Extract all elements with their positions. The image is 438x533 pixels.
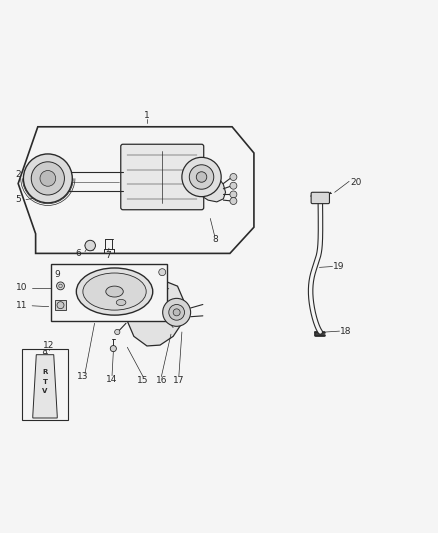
Text: 15: 15: [137, 376, 148, 384]
Circle shape: [230, 182, 237, 189]
Circle shape: [173, 309, 180, 316]
Text: 7: 7: [105, 251, 110, 260]
Circle shape: [196, 172, 207, 182]
Circle shape: [189, 165, 214, 189]
Text: 1: 1: [144, 111, 150, 120]
Circle shape: [85, 240, 95, 251]
Text: 12: 12: [43, 342, 54, 351]
Text: 16: 16: [155, 376, 167, 384]
Circle shape: [169, 304, 184, 320]
Circle shape: [110, 345, 117, 352]
Ellipse shape: [106, 286, 123, 297]
Ellipse shape: [83, 273, 146, 310]
Circle shape: [31, 162, 64, 195]
Text: 20: 20: [350, 177, 361, 187]
Text: 19: 19: [333, 262, 345, 271]
Text: R: R: [42, 369, 48, 375]
Text: 5: 5: [15, 195, 21, 204]
Text: 8: 8: [212, 235, 219, 244]
FancyBboxPatch shape: [311, 192, 329, 204]
Ellipse shape: [76, 268, 153, 315]
Text: 9: 9: [55, 270, 60, 279]
Text: 18: 18: [340, 327, 352, 336]
Circle shape: [230, 198, 237, 205]
Circle shape: [182, 157, 221, 197]
Polygon shape: [199, 176, 226, 202]
FancyBboxPatch shape: [121, 144, 204, 210]
Text: 17: 17: [173, 376, 184, 384]
Ellipse shape: [116, 300, 126, 305]
Circle shape: [23, 154, 72, 203]
Circle shape: [57, 282, 64, 290]
Polygon shape: [127, 275, 184, 346]
Text: 6: 6: [75, 249, 81, 258]
Circle shape: [159, 269, 166, 276]
Text: 14: 14: [106, 375, 118, 384]
Polygon shape: [18, 127, 254, 253]
Text: 10: 10: [16, 284, 28, 293]
Circle shape: [230, 174, 237, 181]
Text: 2: 2: [15, 171, 21, 179]
FancyBboxPatch shape: [21, 350, 68, 420]
Text: T: T: [42, 378, 47, 385]
Text: 13: 13: [77, 373, 88, 382]
Circle shape: [230, 191, 237, 198]
Circle shape: [40, 171, 56, 186]
Polygon shape: [33, 354, 57, 418]
Text: V: V: [42, 389, 48, 394]
Circle shape: [162, 298, 191, 326]
FancyBboxPatch shape: [55, 300, 66, 310]
Circle shape: [57, 302, 64, 309]
Text: 11: 11: [16, 301, 28, 310]
FancyBboxPatch shape: [51, 264, 166, 321]
Circle shape: [115, 329, 120, 335]
